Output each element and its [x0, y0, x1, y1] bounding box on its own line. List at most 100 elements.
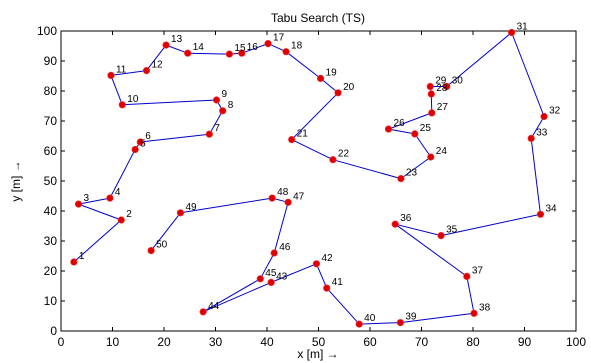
x-axis-label: x [m] → [297, 347, 338, 361]
route-segment [202, 281, 272, 313]
city-label: 38 [479, 302, 491, 313]
city-label: 9 [222, 89, 228, 100]
city-marker [225, 50, 234, 58]
city-label: 14 [193, 42, 205, 53]
route-segment [187, 52, 230, 55]
route-segment [320, 78, 339, 94]
city-marker [142, 66, 151, 75]
y-tick-label: 30 [44, 234, 58, 248]
city-label: 29 [435, 76, 447, 87]
city-label: 40 [364, 313, 376, 324]
city-label: 24 [436, 146, 448, 157]
y-tick-label: 10 [44, 294, 58, 308]
route-segment [332, 159, 402, 180]
route-segment [208, 110, 224, 135]
city-marker [199, 308, 207, 316]
city-label: 23 [406, 168, 418, 179]
y-tick-label: 70 [44, 114, 58, 128]
city-label: 35 [446, 225, 458, 236]
route-segment [273, 202, 289, 254]
city-marker [70, 258, 78, 266]
city-label: 16 [247, 42, 259, 53]
x-tick-label: 10 [106, 335, 120, 349]
city-label: 12 [151, 60, 163, 71]
city-label: 37 [472, 265, 484, 276]
x-tick-label: 90 [518, 335, 532, 349]
city-marker [508, 28, 516, 37]
city-marker [107, 71, 115, 79]
city-label: 11 [116, 64, 127, 75]
x-tick-label: 40 [260, 335, 274, 349]
city-marker [270, 249, 278, 257]
city-marker [427, 153, 435, 161]
city-label: 42 [321, 253, 333, 264]
x-axis: 0 10 20 30 40 50 60 70 80 90 100 [58, 31, 586, 349]
route-segment [395, 223, 442, 237]
x-tick-label: 30 [209, 335, 223, 349]
route-segment [530, 138, 541, 215]
chart-title: Tabu Search (TS) [271, 11, 365, 25]
city-marker [536, 210, 545, 218]
city-marker [427, 90, 435, 98]
city-label: 47 [293, 191, 305, 202]
city-marker [131, 145, 139, 154]
city-marker [391, 220, 399, 228]
city-label: 26 [394, 118, 406, 129]
route-segment [202, 278, 261, 313]
x-tick-label: 50 [312, 335, 326, 349]
route-segment [146, 44, 167, 71]
route-segment [270, 263, 317, 283]
y-tick-label: 90 [44, 54, 58, 68]
route-segment [122, 99, 217, 106]
city-marker [219, 107, 227, 115]
route-segment [388, 128, 415, 135]
city-label: 1 [79, 251, 85, 262]
route-segment [400, 312, 475, 324]
y-tick-label: 60 [44, 144, 58, 158]
route-segment [466, 276, 475, 314]
city-marker [238, 49, 246, 57]
city-marker [162, 41, 170, 49]
city-label: 31 [517, 22, 529, 33]
city-label: 15 [234, 43, 246, 54]
city-marker [256, 275, 264, 283]
route-segment [73, 219, 122, 263]
city-label: 21 [297, 129, 309, 140]
city-marker [527, 134, 535, 142]
city-label: 22 [338, 149, 350, 160]
city-label: 50 [156, 240, 168, 251]
route-segment [241, 43, 269, 54]
city-label: 39 [405, 312, 417, 323]
route-segment [285, 51, 321, 79]
city-label: 48 [277, 187, 289, 198]
city-marker [540, 112, 548, 121]
city-marker [411, 130, 419, 138]
city-marker [74, 200, 83, 208]
city-label: 5 [140, 139, 146, 150]
city-label: 2 [126, 209, 132, 220]
city-marker [384, 125, 393, 133]
city-label: 7 [214, 123, 220, 134]
city-marker [118, 101, 126, 109]
x-tick-label: 70 [415, 335, 429, 349]
route-segment [530, 116, 545, 139]
city-marker [312, 260, 321, 268]
city-label: 41 [332, 277, 344, 288]
route-segment [110, 70, 147, 76]
city-label: 44 [208, 301, 220, 312]
route-segment [446, 32, 512, 87]
city-marker [205, 130, 213, 138]
route-segment [359, 322, 401, 325]
route-segment [388, 112, 432, 130]
route-segment [165, 44, 188, 54]
city-marker [288, 136, 296, 144]
city-label: 13 [171, 34, 183, 45]
route-segment [150, 212, 181, 251]
city-label: 45 [265, 268, 277, 279]
city-marker [329, 156, 337, 164]
route-segment [110, 75, 123, 105]
x-tick-label: 80 [466, 335, 480, 349]
x-tick-label: 20 [157, 335, 171, 349]
city-label: 4 [115, 187, 121, 198]
city-marker [316, 74, 325, 82]
